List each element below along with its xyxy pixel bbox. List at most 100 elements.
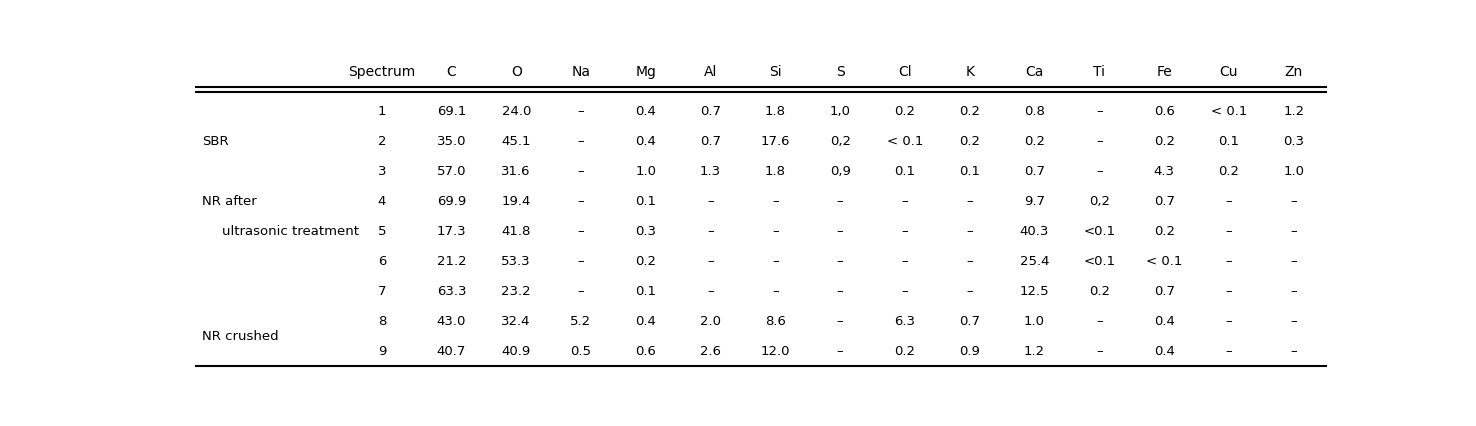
Text: –: – — [902, 225, 908, 238]
Text: 40.9: 40.9 — [502, 345, 531, 357]
Text: 1: 1 — [378, 106, 387, 118]
Text: 0.4: 0.4 — [635, 135, 657, 148]
Text: –: – — [902, 195, 908, 208]
Text: 17.3: 17.3 — [437, 225, 466, 238]
Text: –: – — [967, 285, 973, 298]
Text: 0,9: 0,9 — [830, 165, 850, 178]
Text: 0,2: 0,2 — [830, 135, 850, 148]
Text: 0.3: 0.3 — [1283, 135, 1305, 148]
Text: 0.7: 0.7 — [1024, 165, 1045, 178]
Text: 0.1: 0.1 — [635, 285, 657, 298]
Text: 0.3: 0.3 — [635, 225, 657, 238]
Text: 1.3: 1.3 — [700, 165, 722, 178]
Text: –: – — [837, 345, 843, 357]
Text: O: O — [511, 66, 521, 79]
Text: Si: Si — [769, 66, 782, 79]
Text: –: – — [837, 195, 843, 208]
Text: ultrasonic treatment: ultrasonic treatment — [223, 225, 359, 238]
Text: 0.4: 0.4 — [1154, 315, 1175, 328]
Text: 0.6: 0.6 — [1154, 106, 1175, 118]
Text: 2.0: 2.0 — [700, 315, 722, 328]
Text: 63.3: 63.3 — [437, 285, 466, 298]
Text: –: – — [707, 285, 714, 298]
Text: 0.4: 0.4 — [635, 106, 657, 118]
Text: –: – — [967, 255, 973, 268]
Text: 41.8: 41.8 — [502, 225, 531, 238]
Text: –: – — [1290, 345, 1297, 357]
Text: < 0.1: < 0.1 — [1210, 106, 1247, 118]
Text: 0.5: 0.5 — [571, 345, 592, 357]
Text: –: – — [902, 255, 908, 268]
Text: –: – — [1097, 165, 1103, 178]
Text: C: C — [447, 66, 456, 79]
Text: 57.0: 57.0 — [437, 165, 466, 178]
Text: Fe: Fe — [1156, 66, 1172, 79]
Text: 32.4: 32.4 — [502, 315, 531, 328]
Text: 69.1: 69.1 — [437, 106, 466, 118]
Text: 0.2: 0.2 — [1154, 135, 1175, 148]
Text: Al: Al — [704, 66, 717, 79]
Text: 0.6: 0.6 — [635, 345, 657, 357]
Text: NR crushed: NR crushed — [202, 330, 279, 343]
Text: 0.7: 0.7 — [1154, 285, 1175, 298]
Text: 8.6: 8.6 — [765, 315, 785, 328]
Text: 4: 4 — [378, 195, 387, 208]
Text: S: S — [835, 66, 844, 79]
Text: –: – — [1225, 225, 1232, 238]
Text: –: – — [837, 285, 843, 298]
Text: –: – — [1097, 106, 1103, 118]
Text: 45.1: 45.1 — [502, 135, 531, 148]
Text: 53.3: 53.3 — [502, 255, 531, 268]
Text: Cu: Cu — [1219, 66, 1238, 79]
Text: 7: 7 — [378, 285, 387, 298]
Text: < 0.1: < 0.1 — [1145, 255, 1182, 268]
Text: –: – — [577, 135, 584, 148]
Text: 2: 2 — [378, 135, 387, 148]
Text: –: – — [707, 195, 714, 208]
Text: 0.1: 0.1 — [1218, 135, 1240, 148]
Text: 0.2: 0.2 — [894, 106, 915, 118]
Text: Ti: Ti — [1094, 66, 1106, 79]
Text: –: – — [577, 285, 584, 298]
Text: –: – — [837, 255, 843, 268]
Text: 1,0: 1,0 — [830, 106, 850, 118]
Text: 0.4: 0.4 — [635, 315, 657, 328]
Text: –: – — [967, 195, 973, 208]
Text: –: – — [837, 315, 843, 328]
Text: –: – — [967, 225, 973, 238]
Text: 0.7: 0.7 — [700, 135, 722, 148]
Text: K: K — [965, 66, 974, 79]
Text: 1.0: 1.0 — [1024, 315, 1045, 328]
Text: 40.7: 40.7 — [437, 345, 466, 357]
Text: –: – — [1225, 285, 1232, 298]
Text: Zn: Zn — [1284, 66, 1303, 79]
Text: –: – — [1290, 255, 1297, 268]
Text: Mg: Mg — [635, 66, 657, 79]
Text: –: – — [1097, 135, 1103, 148]
Text: –: – — [1290, 195, 1297, 208]
Text: Na: Na — [571, 66, 590, 79]
Text: 0.1: 0.1 — [635, 195, 657, 208]
Text: 12.5: 12.5 — [1020, 285, 1049, 298]
Text: 0.9: 0.9 — [959, 345, 980, 357]
Text: –: – — [577, 106, 584, 118]
Text: 19.4: 19.4 — [502, 195, 531, 208]
Text: 6: 6 — [378, 255, 387, 268]
Text: 1.2: 1.2 — [1283, 106, 1305, 118]
Text: 0.2: 0.2 — [1089, 285, 1110, 298]
Text: 0.7: 0.7 — [700, 106, 722, 118]
Text: 0.2: 0.2 — [894, 345, 915, 357]
Text: –: – — [707, 225, 714, 238]
Text: 4.3: 4.3 — [1154, 165, 1175, 178]
Text: 69.9: 69.9 — [437, 195, 466, 208]
Text: Ca: Ca — [1026, 66, 1044, 79]
Text: Spectrum: Spectrum — [348, 66, 415, 79]
Text: 31.6: 31.6 — [502, 165, 531, 178]
Text: NR after: NR after — [202, 195, 257, 208]
Text: –: – — [837, 225, 843, 238]
Text: –: – — [1097, 315, 1103, 328]
Text: –: – — [1225, 345, 1232, 357]
Text: 0.2: 0.2 — [635, 255, 657, 268]
Text: 0.8: 0.8 — [1024, 106, 1045, 118]
Text: 3: 3 — [378, 165, 387, 178]
